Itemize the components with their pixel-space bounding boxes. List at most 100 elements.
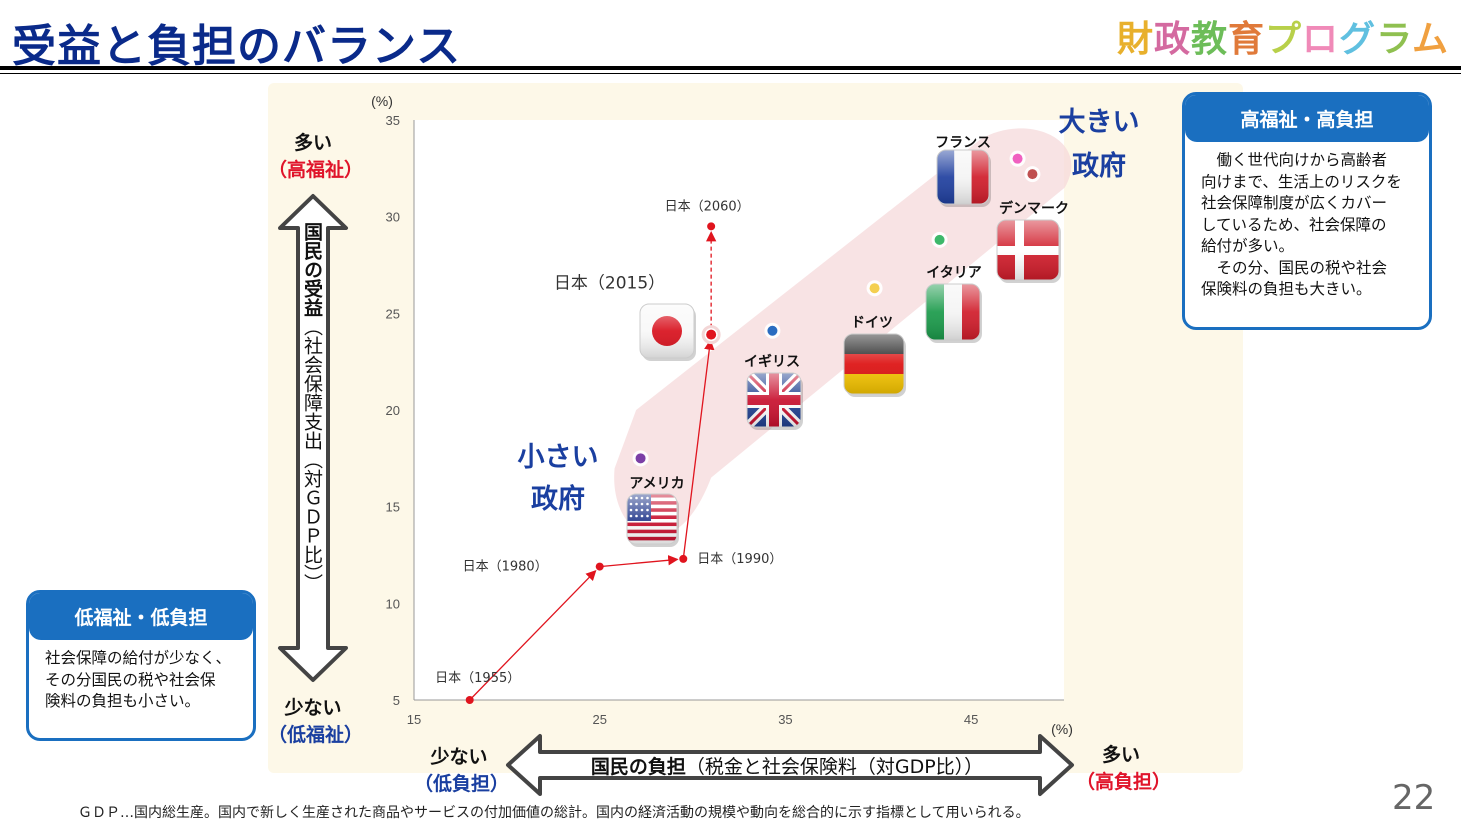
japan-flag-icon — [639, 303, 695, 359]
brand-logo: 財政教育プログラム — [1117, 10, 1449, 62]
callout-high-body: 働く世代向けから高齢者 向けまで、生活上のリスクを 社会保障制度が広くカバー し… — [1185, 142, 1429, 311]
country-data-point — [635, 453, 646, 464]
japan-path-arrow — [469, 569, 597, 701]
country-data-point — [1027, 169, 1038, 180]
callout-line: 社会保障制度が広くカバー — [1201, 194, 1388, 212]
title-rule-thin — [0, 73, 1461, 74]
y-low-note-top: 少ない — [284, 697, 342, 719]
brand-char: 教 — [1190, 19, 1228, 60]
brand-char: グ — [1339, 19, 1377, 60]
brand-char: ラ — [1376, 19, 1412, 60]
footnote: ＧＤＰ…国内総生産。国内で新しく生産された商品やサービスの付加価値の総計。国内の… — [78, 805, 1030, 821]
y-low-note-bottom: （低福祉） — [268, 724, 364, 746]
callout-line: しているため、社会保障の — [1201, 215, 1387, 234]
japan-data-point — [706, 329, 717, 340]
title-rule — [0, 66, 1461, 70]
y-high-note-top: 多い — [293, 132, 332, 154]
y-tick-label: 35 — [386, 113, 400, 128]
y-axis-block-arrow — [278, 194, 348, 682]
brand-char: ロ — [1302, 19, 1340, 60]
x-axis-block-arrow — [506, 734, 1074, 796]
japan-path-arrow — [682, 339, 715, 559]
x-tick-label: 45 — [964, 712, 978, 727]
trend-band — [614, 128, 1072, 537]
brand-char: ム — [1411, 19, 1449, 60]
uk-flag-icon — [746, 372, 802, 428]
country-label: イタリア — [926, 265, 981, 281]
y-axis-label-main: 国民の受益 — [301, 222, 323, 317]
callout-low-title: 低福祉・低負担 — [29, 593, 253, 640]
callout-low-welfare: 低福祉・低負担 社会保障の給付が少なく、 その分国民の税や社会保 険料の負担も小… — [26, 590, 256, 741]
small-gov-annotation: 小さい — [518, 442, 599, 473]
country-label: フランス — [935, 135, 991, 151]
callout-line: 給付が多い。 — [1201, 237, 1295, 255]
country-data-point — [934, 234, 945, 245]
country-label: アメリカ — [629, 476, 684, 492]
japan-point-label: 日本（1955） — [435, 671, 520, 686]
japan-data-point — [465, 696, 474, 704]
france-flag-icon — [936, 149, 990, 205]
x-low-note-bottom: （低負担） — [414, 773, 510, 795]
x-axis-label: 国民の負担（税金と社会保険料（対GDP比）） — [512, 752, 1062, 779]
y-tick-label: 5 — [393, 693, 400, 708]
brand-char: 財 — [1116, 19, 1154, 60]
denmark-flag-icon — [996, 219, 1060, 281]
x-axis-label-main: 国民の負担 — [590, 756, 686, 778]
japan-data-point — [679, 554, 688, 563]
callout-line: 社会保障の給付が少なく、 — [45, 649, 232, 667]
big-gov-annotation: 大きい — [1059, 107, 1140, 138]
callout-line: 保険料の負担も大きい。 — [1201, 280, 1372, 298]
y-axis-label-sub: （社会保障支出（対ＧＤＰ比）） — [301, 317, 323, 593]
japan-data-point — [707, 222, 716, 231]
x-high-note-top: 多い — [1101, 744, 1140, 766]
x-axis-label-sub: （税金と社会保険料（対GDP比）） — [685, 756, 984, 778]
germany-flag-icon — [843, 333, 905, 395]
japan-path-arrow — [599, 555, 679, 568]
x-high-note-bottom: （高負担） — [1076, 771, 1172, 793]
y-high-note: 多い （高福祉） — [268, 128, 364, 182]
y-unit-label: (%) — [371, 93, 393, 109]
small-gov-annotation: 政府 — [531, 483, 585, 515]
japan-data-point — [595, 562, 604, 571]
y-tick-label: 25 — [386, 306, 400, 321]
x-high-note: 多い （高負担） — [1076, 740, 1172, 794]
brand-char: 政 — [1153, 19, 1191, 60]
japan-point-label: 日本（1980） — [463, 560, 548, 575]
japan-point-label: 日本（2060） — [665, 199, 750, 214]
italy-flag-icon — [925, 283, 981, 341]
y-low-note: 少ない （低福祉） — [268, 693, 364, 747]
country-label: デンマーク — [999, 200, 1069, 217]
callout-high-title: 高福祉・高負担 — [1185, 95, 1429, 142]
x-low-note-top: 少ない — [430, 746, 488, 768]
big-gov-annotation: 政府 — [1072, 150, 1126, 182]
callout-low-body: 社会保障の給付が少なく、 その分国民の税や社会保 険料の負担も小さい。 — [29, 640, 253, 723]
x-low-note: 少ない （低負担） — [414, 742, 510, 796]
y-tick-label: 10 — [386, 596, 400, 611]
page-number: 22 — [1392, 778, 1436, 818]
country-label: イギリス — [744, 353, 800, 370]
country-data-point — [1012, 153, 1023, 164]
callout-line: その分、国民の税や社会 — [1201, 258, 1388, 277]
y-high-note-bottom: （高福祉） — [268, 159, 364, 181]
callout-line: その分国民の税や社会保 — [45, 670, 216, 689]
country-data-point — [767, 325, 778, 336]
usa-flag-icon — [626, 493, 678, 545]
callout-line: 険料の負担も小さい。 — [45, 692, 201, 710]
y-tick-label: 30 — [386, 210, 400, 225]
brand-char: プ — [1265, 19, 1303, 60]
callout-line: 働く世代向けから高齢者 — [1201, 151, 1388, 169]
japan-point-label: 日本（1990） — [697, 552, 782, 567]
brand-char: 育 — [1228, 19, 1266, 60]
japan-point-label: 日本（2015） — [554, 274, 665, 294]
page-title: 受益と負担のバランス — [12, 21, 462, 72]
x-tick-label: 25 — [592, 712, 606, 727]
x-tick-label: 15 — [407, 712, 421, 727]
y-axis-label: 国民の受益（社会保障支出（対ＧＤＰ比）） — [300, 222, 324, 593]
y-tick-label: 20 — [386, 403, 400, 418]
x-tick-label: 35 — [778, 712, 792, 727]
country-label: ドイツ — [851, 315, 893, 331]
country-data-point — [869, 283, 880, 294]
y-tick-label: 15 — [386, 500, 400, 515]
callout-high-welfare: 高福祉・高負担 働く世代向けから高齢者 向けまで、生活上のリスクを 社会保障制度… — [1182, 92, 1432, 330]
